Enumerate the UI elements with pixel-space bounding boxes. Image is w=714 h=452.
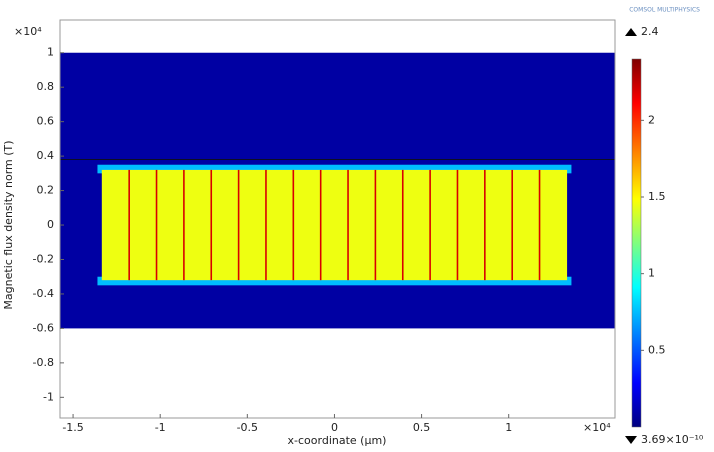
y-tick-label: 0 [47, 218, 54, 231]
colorbar-tick-label: 1 [648, 267, 655, 280]
field-region [97, 276, 572, 286]
x-tick-label: -1.5 [62, 421, 83, 434]
y-tick-label: 1 [47, 46, 54, 59]
colorbar-min: 3.69×10⁻¹⁰ [641, 433, 704, 446]
x-tick-label: -0.5 [237, 421, 258, 434]
logo: COMSOL MULTIPHYSICS [629, 7, 700, 14]
colorbar [631, 58, 642, 428]
colorbar-tick-label: 0.5 [648, 343, 666, 356]
x-multiplier: ×10⁴ [583, 421, 611, 434]
y-tick-label: -0.2 [33, 252, 54, 265]
x-tick-label: 1 [505, 421, 512, 434]
y-multiplier: ×10⁴ [14, 25, 42, 38]
x-tick-label: -1 [155, 421, 166, 434]
plot-frame [59, 19, 616, 419]
y-axis-title: Magnetic flux density norm (T) [2, 140, 15, 309]
min-icon [625, 436, 637, 444]
x-tick-label: 0.5 [413, 421, 431, 434]
y-tick-label: -0.6 [33, 321, 54, 334]
x-tick-label: 0 [331, 421, 338, 434]
field-region [101, 169, 568, 281]
field-region [97, 164, 572, 174]
y-tick-label: 0.8 [37, 80, 55, 93]
colorbar-tick-label: 1.5 [648, 190, 666, 203]
y-tick-label: 0.6 [37, 115, 55, 128]
y-tick-label: -0.4 [33, 287, 54, 300]
colorbar-max: 2.4 [641, 25, 659, 38]
max-icon [625, 28, 637, 36]
x-axis-title: x-coordinate (µm) [288, 434, 387, 447]
colorbar-tick-label: 2 [648, 113, 655, 126]
y-tick-label: -0.8 [33, 356, 54, 369]
y-tick-label: 0.4 [37, 149, 55, 162]
y-tick-label: -1 [43, 390, 54, 403]
y-tick-label: 0.2 [37, 184, 55, 197]
